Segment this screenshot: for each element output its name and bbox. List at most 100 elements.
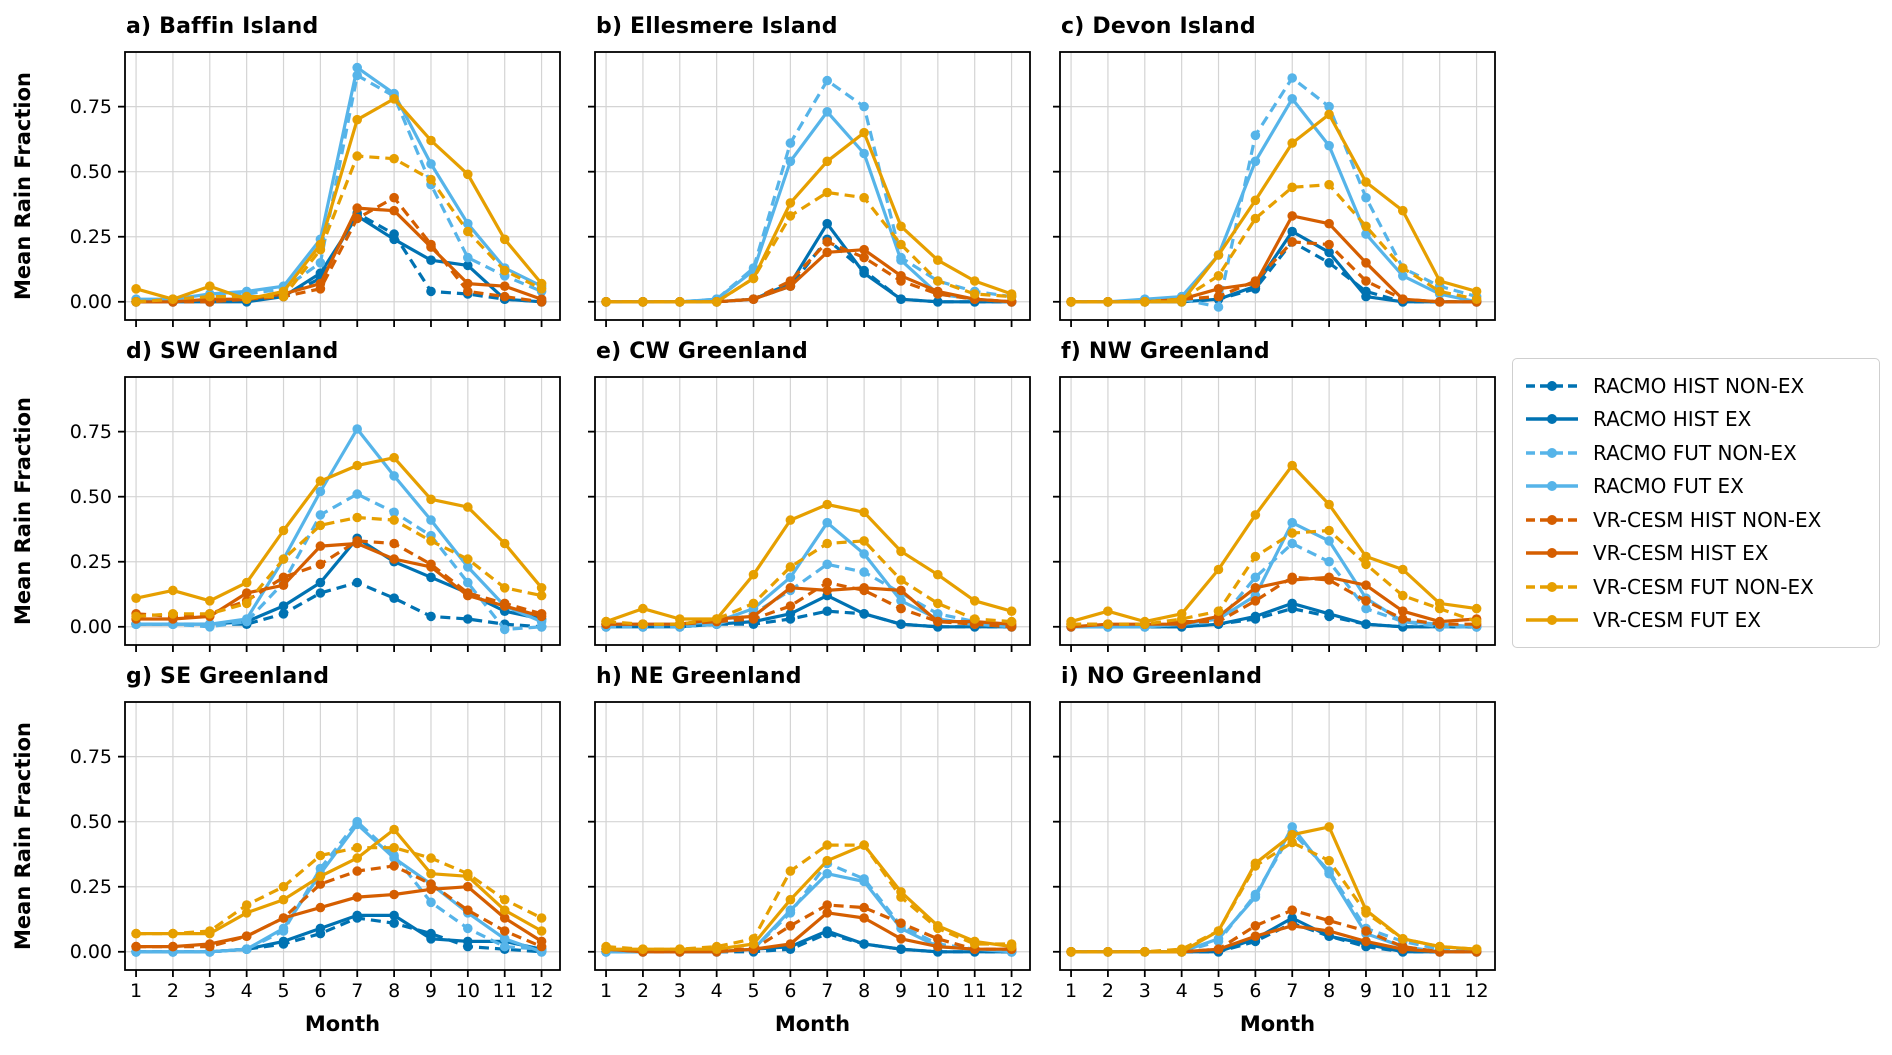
- data-point: [499, 926, 510, 936]
- data-point: [1398, 205, 1408, 216]
- data-point: [536, 913, 547, 923]
- x-tick-label: 11: [492, 980, 517, 1002]
- data-point: [499, 624, 510, 635]
- plot-area-se-greenland: [118, 701, 561, 977]
- data-point: [499, 538, 510, 549]
- data-point: [785, 156, 796, 167]
- data-point: [1361, 177, 1371, 187]
- y-axis-label-row-1: Mean Rain Fraction: [11, 72, 35, 300]
- y-tick-label: 0.25: [69, 550, 112, 573]
- data-point: [352, 460, 362, 471]
- data-point: [426, 884, 436, 895]
- data-point: [896, 239, 906, 250]
- data-point: [352, 577, 362, 588]
- data-point: [278, 894, 289, 905]
- legend-line-sample: [1526, 381, 1578, 391]
- data-point: [859, 127, 869, 138]
- data-point: [1213, 302, 1224, 312]
- data-point: [1176, 609, 1187, 619]
- series-line-racmo-hist-non-ex: [136, 211, 542, 304]
- data-point: [205, 596, 215, 606]
- data-point: [969, 289, 980, 299]
- series-line-racmo-hist-ex: [136, 214, 542, 304]
- data-point: [463, 562, 473, 572]
- data-point: [1324, 926, 1334, 936]
- x-tick-label: 2: [636, 980, 649, 1002]
- data-point: [1287, 182, 1297, 193]
- series-line-vr-cesm-hist-non-ex: [136, 864, 543, 949]
- data-point: [205, 619, 215, 629]
- data-point: [241, 588, 252, 598]
- x-tick-label: 8: [858, 980, 871, 1002]
- y-tick-label: 0.50: [69, 485, 112, 508]
- data-point: [638, 603, 648, 614]
- legend-entry-vr-cesm-fut-non-ex: VR-CESM FUT NON-EX: [1525, 571, 1867, 603]
- data-point: [933, 297, 943, 307]
- x-tick-label: 6: [784, 980, 797, 1002]
- data-point: [1324, 101, 1334, 112]
- data-point: [1324, 855, 1334, 866]
- data-point: [969, 936, 980, 947]
- series-line-vr-cesm-fut-ex: [1071, 825, 1477, 954]
- data-point: [785, 609, 796, 619]
- y-axis-label-row-3: Mean Rain Fraction: [11, 722, 35, 950]
- legend-entry-vr-cesm-hist-ex: VR-CESM HIST EX: [1525, 537, 1867, 569]
- x-tick-label: 3: [673, 980, 686, 1002]
- data-point: [463, 614, 473, 624]
- panel-title-ellesmere-island: b) Ellesmere Island: [596, 14, 838, 39]
- data-point: [1287, 538, 1297, 549]
- data-point: [241, 598, 252, 609]
- data-point: [352, 892, 362, 902]
- data-point: [389, 918, 399, 928]
- data-point: [389, 94, 399, 104]
- data-point: [785, 905, 796, 915]
- y-tick-label: 0.00: [69, 940, 112, 963]
- data-point: [711, 614, 722, 624]
- data-point: [1250, 858, 1261, 869]
- data-point: [896, 546, 906, 557]
- data-point: [1213, 250, 1224, 260]
- data-point: [1287, 226, 1297, 237]
- data-point: [463, 923, 473, 934]
- data-point: [278, 572, 289, 583]
- data-point: [1471, 286, 1482, 297]
- data-point: [859, 549, 869, 559]
- data-point: [463, 260, 473, 271]
- data-point: [168, 294, 178, 304]
- data-point: [168, 928, 178, 939]
- data-point: [352, 866, 362, 876]
- data-point: [315, 559, 326, 570]
- data-point: [1361, 221, 1371, 232]
- data-point: [969, 596, 980, 606]
- panel-title-ne-greenland: h) NE Greenland: [596, 664, 802, 689]
- data-point: [859, 939, 869, 949]
- data-point: [1250, 213, 1261, 224]
- data-point: [352, 62, 362, 73]
- data-point: [1006, 616, 1017, 627]
- data-point: [315, 486, 326, 497]
- data-point: [536, 583, 547, 593]
- data-point: [1361, 596, 1371, 606]
- x-tick-label: 1: [600, 980, 613, 1002]
- data-point: [536, 926, 547, 936]
- series-line-racmo-fut-ex: [136, 822, 543, 954]
- data-point: [859, 876, 869, 887]
- y-tick-label: 0.00: [69, 290, 112, 313]
- data-point: [896, 221, 906, 232]
- data-point: [1324, 179, 1334, 190]
- data-point: [168, 585, 178, 596]
- data-point: [1287, 211, 1297, 221]
- data-point: [168, 941, 178, 952]
- data-point: [499, 913, 510, 923]
- data-point: [1434, 286, 1445, 297]
- data-point: [426, 159, 436, 169]
- data-point: [278, 580, 289, 590]
- legend-sample-marker: [1547, 381, 1557, 391]
- x-tick-label: 7: [351, 980, 364, 1002]
- data-point: [278, 881, 289, 892]
- data-point: [785, 211, 796, 221]
- legend-sample-marker: [1547, 581, 1557, 592]
- data-point: [1398, 590, 1408, 601]
- panel-title-nw-greenland: f) NW Greenland: [1061, 339, 1270, 364]
- plot-area-no-greenland: [1053, 701, 1496, 977]
